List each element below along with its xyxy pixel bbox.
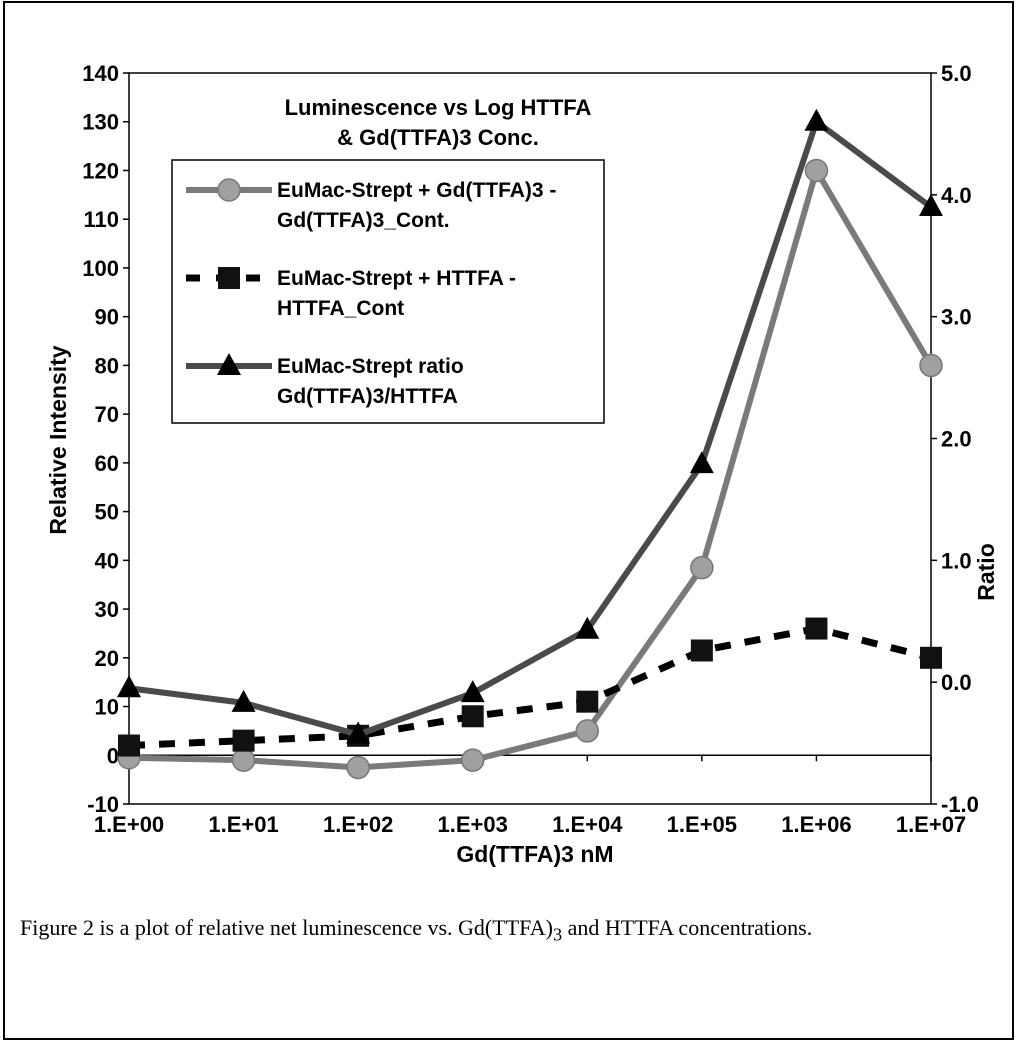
series-3-point [575,616,600,639]
series-1-point [690,555,714,580]
x-tick-label: 1.E+05 [667,812,737,837]
series-1-point [460,748,485,772]
y-tick-label: 40 [95,548,119,573]
y-tick-label: 80 [95,353,119,378]
caption-text-end: and HTTFA concentrations. [562,915,813,940]
x-axis-title: Gd(TTFA)3 nM [456,841,613,867]
y2-tick-label: 0.0 [941,670,972,695]
series-3-line [128,116,933,738]
x-tick-label: 1.E+06 [781,812,851,837]
y2-tick-label: -1.0 [941,792,979,817]
legend-label-series-1-line-1: EuMac-Strept + Gd(TTFA)3 - [277,179,556,202]
y-tick-label: 90 [95,305,119,330]
series-1-point [231,748,256,772]
x-tick-label: 1.E+00 [94,812,164,837]
y-tick-label: 140 [82,61,119,86]
legend-label-series-1-line-2: Gd(TTFA)3_Cont. [277,209,450,232]
chart-title-line-1: Luminescence vs Log HTTFA [285,95,592,120]
x-tick-label: 1.E+02 [323,812,393,837]
x-tick-label: 1.E+07 [896,812,966,837]
series-3-point [689,451,714,474]
legend-box [171,159,605,424]
chart-title-line-2: & Gd(TTFA)3 Conc. [337,125,539,150]
x-tick-label: 1.E+04 [552,812,623,837]
y-tick-label: 120 [82,158,119,183]
series-3-point [231,689,256,712]
y2-tick-label: 4.0 [941,183,972,208]
y-tick-label: 70 [95,402,119,427]
series-2-line [128,624,932,750]
series-1-point [346,755,370,780]
series-3-point [346,721,371,744]
x-tick-label: 1.E+01 [208,812,278,837]
series-3-point [117,675,141,698]
x-tick-label: 1.E+03 [438,812,508,837]
legend-label-series-3-line-2: Gd(TTFA)3/HTTFA [277,385,458,408]
y-tick-label: 100 [82,256,119,281]
y2-tick-label: 3.0 [941,305,972,330]
figure-frame [3,1,1014,1040]
series-3-point [919,194,943,217]
series-1 [117,158,943,780]
y-tick-label: 30 [95,597,119,622]
legend-sample-marker-2 [218,267,240,289]
caption-text: Figure 2 is a plot of relative net lumin… [20,915,553,940]
series-2-point [920,646,942,669]
series-1-point [804,158,829,183]
y-tick-label: 0 [107,743,119,768]
series-2-point [576,690,599,713]
series-layer [117,108,943,780]
caption-subscript: 3 [552,924,563,945]
y-tick-label: 20 [95,646,119,671]
series-1-point [919,353,943,378]
y-tick-label: 60 [95,451,119,476]
legend: EuMac-Strept + Gd(TTFA)3 - Gd(TTFA)3_Con… [171,159,605,424]
series-2-point [805,617,828,640]
y-tick-label: 130 [82,110,119,135]
series-2 [118,617,942,757]
y-tick-label: -10 [87,792,119,817]
legend-sample-marker-3 [217,353,241,375]
y-tick-label: 10 [95,695,119,720]
figure-caption: Figure 2 is a plot of relative net lumin… [20,915,812,945]
series-2-point [461,705,484,728]
series-1-point [575,719,600,743]
series-2-point [232,729,255,752]
legend-sample-marker-1 [217,178,241,202]
y2-tick-label: 2.0 [941,427,972,452]
y-tick-label: 110 [84,207,120,232]
series-2-point [118,734,140,757]
y2-tick-label: 1.0 [941,548,972,573]
y-tick-label: 50 [95,500,119,525]
y-axis-title: Relative Intensity [45,345,71,534]
y2-tick-label: 5.0 [941,61,972,86]
x-axis-ticks: 1.E+00 1.E+01 1.E+02 1.E+03 1.E+04 1.E+05 1.E+… [94,754,966,837]
y2-axis-title: Ratio [973,543,999,601]
legend-label-series-2-line-2: HTTFA_Cont [277,297,404,320]
series-3 [117,108,943,744]
series-2-point [690,639,713,662]
series-1-line [128,162,934,771]
series-3-point [804,108,829,131]
legend-label-series-2-line-1: EuMac-Strept + HTTFA - [277,267,516,290]
y2-axis-ticks: 5.0 4.0 3.0 2.0 1.0 0.0 -1.0 [931,61,979,817]
legend-label-series-3-line-1: EuMac-Strept ratio [277,355,464,378]
series-3-point [460,680,485,703]
